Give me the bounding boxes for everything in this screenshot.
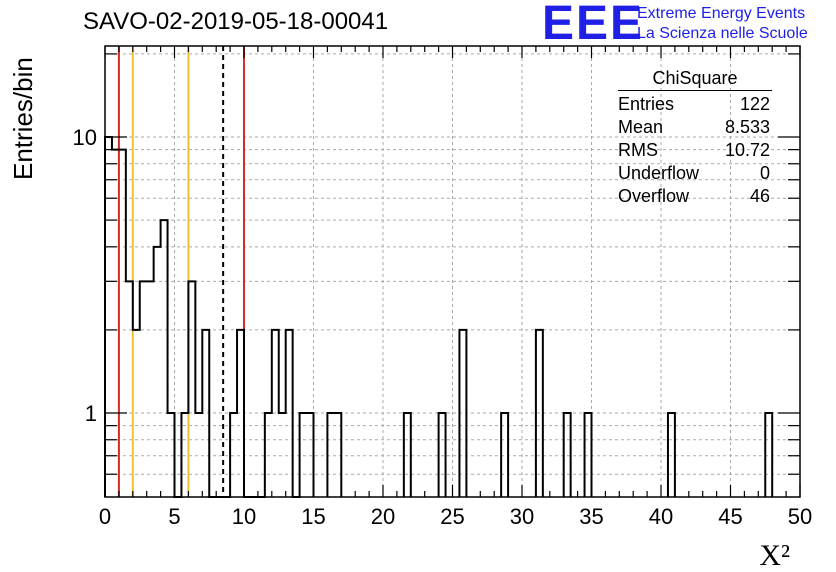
- stats-row-rms: RMS 10.72: [610, 139, 776, 162]
- x-axis-label: X²: [759, 539, 790, 572]
- stats-value: 0: [759, 163, 770, 183]
- x-tick-label: 15: [301, 504, 325, 529]
- stats-label: Entries: [618, 94, 675, 114]
- y-tick-labels: 1 10: [73, 125, 97, 426]
- stats-value: 8.533: [724, 117, 770, 137]
- stats-label: Underflow: [618, 163, 700, 183]
- x-tick-label: 50: [788, 504, 812, 529]
- stats-row-underflow: Underflow 0: [610, 162, 776, 185]
- x-tick-label: 10: [232, 504, 256, 529]
- y-tick-label: 1: [85, 401, 97, 426]
- grid-lines: [105, 46, 800, 497]
- stats-value: 122: [739, 94, 770, 114]
- y-axis-label: Entries/bin: [8, 57, 38, 180]
- stats-label: Overflow: [618, 186, 690, 206]
- logo-line-1: Extreme Energy Events: [637, 5, 806, 22]
- x-tick-label: 25: [440, 504, 464, 529]
- x-tick-label: 30: [510, 504, 534, 529]
- stats-row-overflow: Overflow 46: [610, 185, 776, 208]
- eee-logo: EEE: [542, 0, 645, 50]
- stats-label: RMS: [618, 140, 658, 160]
- stats-title: ChiSquare: [618, 66, 772, 91]
- stats-box: ChiSquare Entries 122 Mean 8.533 RMS 10.…: [610, 66, 776, 208]
- logo-line-2: La Scienza nelle Scuole: [637, 25, 808, 42]
- stats-row-entries: Entries 122: [610, 93, 776, 116]
- logo-caption: Extreme Energy Events La Scienza nelle S…: [637, 4, 808, 44]
- marker-lines: [117, 46, 245, 497]
- x-tick-label: 45: [718, 504, 742, 529]
- stats-row-mean: Mean 8.533: [610, 116, 776, 139]
- histogram-outline: [104, 136, 774, 498]
- x-tick-label: 20: [371, 504, 395, 529]
- x-tick-label: 5: [168, 504, 180, 529]
- x-tick-label: 35: [579, 504, 603, 529]
- x-tick-label: 40: [649, 504, 673, 529]
- x-tick-labels: 0 5 10 15 20 25 30 35 40 45 50: [99, 504, 812, 529]
- stats-value: 10.72: [724, 140, 770, 160]
- x-tick-label: 0: [99, 504, 111, 529]
- stats-value: 46: [749, 186, 770, 206]
- y-tick-label: 10: [73, 125, 97, 150]
- chart-title: SAVO-02-2019-05-18-00041: [83, 8, 389, 35]
- stats-label: Mean: [618, 117, 664, 137]
- axis-ticks: [104, 46, 801, 497]
